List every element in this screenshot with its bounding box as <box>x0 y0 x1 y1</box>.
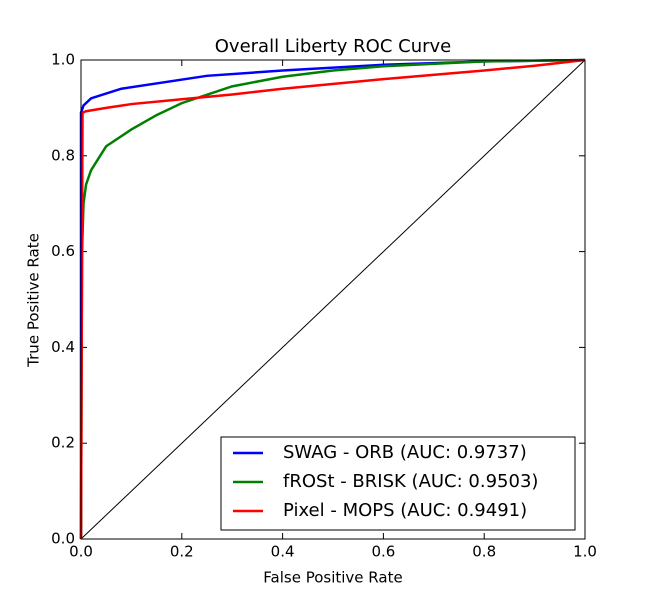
x-tick-label: 0.0 <box>69 543 93 561</box>
y-tick-label: 0.2 <box>51 434 75 452</box>
y-tick-label: 0.8 <box>51 146 75 164</box>
y-axis-label: True Positive Rate <box>25 233 43 368</box>
reference-line <box>80 59 586 540</box>
legend-label: Pixel - MOPS (AUC: 0.9491) <box>283 500 527 521</box>
legend-label: SWAG - ORB (AUC: 0.9737) <box>283 442 527 463</box>
series-line <box>79 58 586 540</box>
x-tick-label: 1.0 <box>573 543 597 561</box>
x-tick-label: 0.2 <box>170 543 194 561</box>
plot-frame <box>80 59 586 540</box>
legend-box <box>220 436 576 531</box>
chart-title: Overall Liberty ROC Curve <box>215 36 451 57</box>
x-tick-label: 0.4 <box>271 543 295 561</box>
y-tick-label: 0.4 <box>51 338 75 356</box>
legend-label: fROSt - BRISK (AUC: 0.9503) <box>283 471 538 492</box>
y-tick-label: 1.0 <box>51 51 75 69</box>
x-tick-label: 0.6 <box>371 543 395 561</box>
x-tick-label: 0.8 <box>472 543 496 561</box>
series-line <box>79 58 586 540</box>
y-tick-label: 0.0 <box>51 530 75 548</box>
y-tick-label: 0.6 <box>51 242 75 260</box>
x-axis-label: False Positive Rate <box>263 569 402 587</box>
